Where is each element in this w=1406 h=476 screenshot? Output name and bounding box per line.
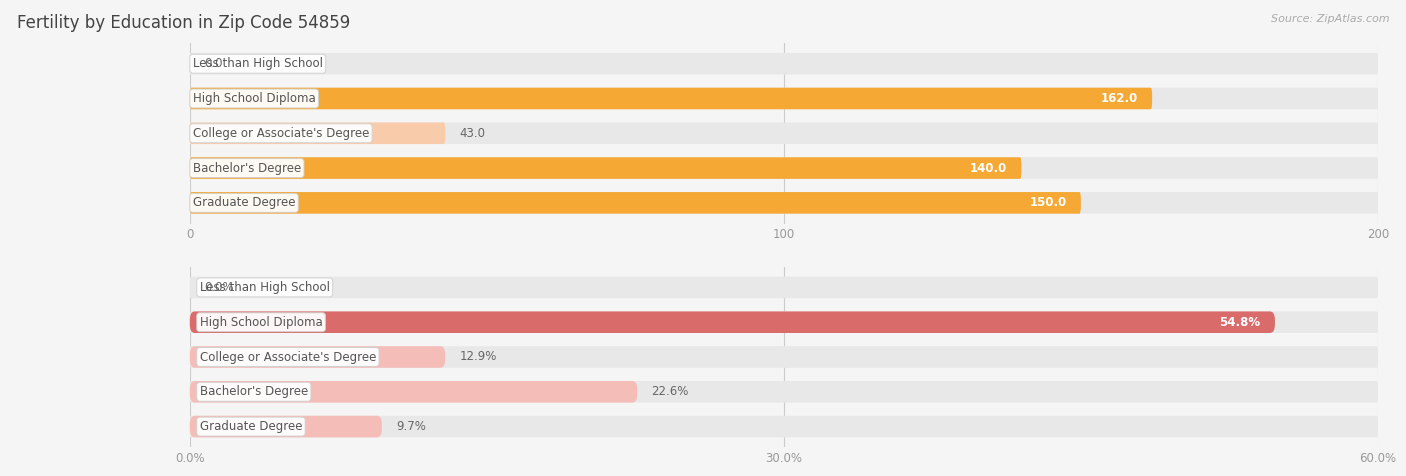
FancyBboxPatch shape	[190, 122, 1378, 144]
FancyBboxPatch shape	[190, 416, 382, 437]
FancyBboxPatch shape	[190, 192, 1081, 214]
FancyBboxPatch shape	[190, 381, 637, 403]
Text: Less than High School: Less than High School	[193, 57, 323, 70]
Text: 140.0: 140.0	[970, 161, 1007, 175]
Text: 0.0: 0.0	[204, 57, 222, 70]
Text: Fertility by Education in Zip Code 54859: Fertility by Education in Zip Code 54859	[17, 14, 350, 32]
Text: 162.0: 162.0	[1101, 92, 1137, 105]
FancyBboxPatch shape	[190, 122, 446, 144]
FancyBboxPatch shape	[190, 346, 1378, 368]
FancyBboxPatch shape	[190, 157, 1378, 179]
Text: 54.8%: 54.8%	[1219, 316, 1261, 329]
Text: Source: ZipAtlas.com: Source: ZipAtlas.com	[1271, 14, 1389, 24]
Text: Bachelor's Degree: Bachelor's Degree	[200, 385, 308, 398]
Text: 0.0%: 0.0%	[204, 281, 233, 294]
Text: Bachelor's Degree: Bachelor's Degree	[193, 161, 301, 175]
Text: Less than High School: Less than High School	[200, 281, 330, 294]
FancyBboxPatch shape	[190, 381, 1378, 403]
FancyBboxPatch shape	[190, 88, 1378, 109]
Text: Graduate Degree: Graduate Degree	[200, 420, 302, 433]
Text: College or Associate's Degree: College or Associate's Degree	[200, 350, 375, 364]
FancyBboxPatch shape	[190, 192, 1378, 214]
FancyBboxPatch shape	[190, 157, 1021, 179]
Text: High School Diploma: High School Diploma	[193, 92, 315, 105]
Text: 22.6%: 22.6%	[651, 385, 689, 398]
FancyBboxPatch shape	[190, 277, 1378, 298]
FancyBboxPatch shape	[190, 416, 1378, 437]
Text: Graduate Degree: Graduate Degree	[193, 196, 295, 209]
Text: 12.9%: 12.9%	[460, 350, 496, 364]
Text: 150.0: 150.0	[1029, 196, 1067, 209]
Text: 9.7%: 9.7%	[396, 420, 426, 433]
FancyBboxPatch shape	[190, 311, 1378, 333]
Text: High School Diploma: High School Diploma	[200, 316, 322, 329]
FancyBboxPatch shape	[190, 88, 1152, 109]
FancyBboxPatch shape	[190, 53, 1378, 74]
FancyBboxPatch shape	[190, 311, 1275, 333]
FancyBboxPatch shape	[190, 346, 446, 368]
Text: College or Associate's Degree: College or Associate's Degree	[193, 127, 370, 140]
Text: 43.0: 43.0	[460, 127, 485, 140]
